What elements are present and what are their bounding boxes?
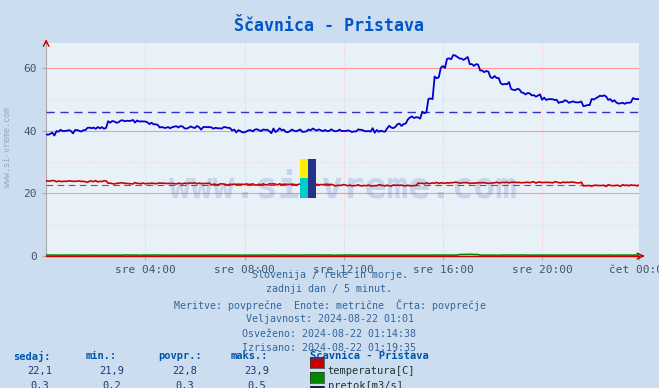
- Text: sedaj:: sedaj:: [13, 351, 51, 362]
- Text: Osveženo: 2024-08-22 01:14:38: Osveženo: 2024-08-22 01:14:38: [243, 329, 416, 339]
- Text: 22,8: 22,8: [172, 366, 197, 376]
- Text: povpr.:: povpr.:: [158, 351, 202, 361]
- Bar: [300, 178, 308, 198]
- Text: Slovenija / reke in morje.: Slovenija / reke in morje.: [252, 270, 407, 280]
- Text: www.si-vreme.com: www.si-vreme.com: [169, 171, 517, 205]
- Text: maks.:: maks.:: [231, 351, 268, 361]
- Text: 22,1: 22,1: [27, 366, 52, 376]
- Text: Ščavnica - Pristava: Ščavnica - Pristava: [235, 17, 424, 35]
- Text: pretok[m3/s]: pretok[m3/s]: [328, 381, 403, 388]
- Text: zadnji dan / 5 minut.: zadnji dan / 5 minut.: [266, 284, 393, 294]
- Text: Izrisano: 2024-08-22 01:19:35: Izrisano: 2024-08-22 01:19:35: [243, 343, 416, 353]
- Bar: [308, 159, 316, 198]
- Text: temperatura[C]: temperatura[C]: [328, 366, 415, 376]
- Text: 0,2: 0,2: [103, 381, 121, 388]
- Text: Ščavnica - Pristava: Ščavnica - Pristava: [310, 351, 428, 361]
- Text: 0,3: 0,3: [175, 381, 194, 388]
- Text: 23,9: 23,9: [244, 366, 270, 376]
- Text: Veljavnost: 2024-08-22 01:01: Veljavnost: 2024-08-22 01:01: [246, 314, 413, 324]
- Text: Meritve: povprečne  Enote: metrične  Črta: povprečje: Meritve: povprečne Enote: metrične Črta:…: [173, 299, 486, 311]
- Text: www.si-vreme.com: www.si-vreme.com: [3, 107, 13, 187]
- Text: 0,5: 0,5: [248, 381, 266, 388]
- Bar: [300, 159, 308, 178]
- Text: min.:: min.:: [86, 351, 117, 361]
- Text: 21,9: 21,9: [100, 366, 125, 376]
- Text: 0,3: 0,3: [30, 381, 49, 388]
